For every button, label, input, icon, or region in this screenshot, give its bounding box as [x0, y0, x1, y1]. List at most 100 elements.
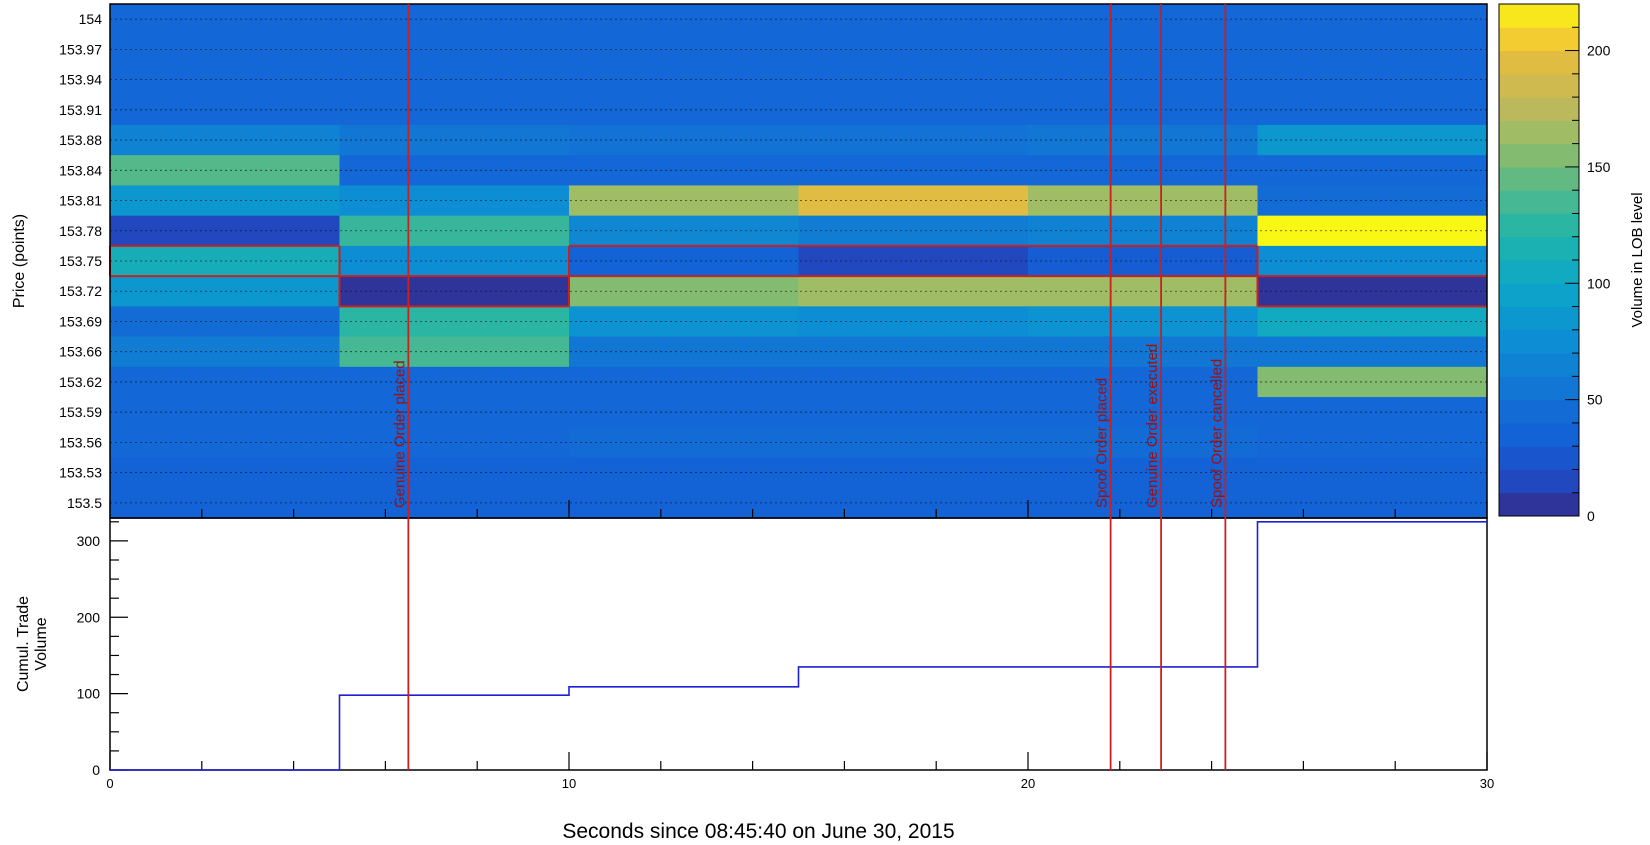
volume-tick-label: 200	[77, 609, 101, 625]
colorbar-tick-label: 50	[1587, 392, 1603, 408]
colorbar-band	[1499, 446, 1579, 470]
heatmap-cell	[1028, 245, 1258, 277]
heatmap-cell	[1028, 185, 1258, 217]
cumulative-volume-line	[110, 521, 1487, 771]
price-tick-label: 153.5	[67, 495, 102, 511]
heatmap-cell	[798, 245, 1029, 277]
colorbar-tick-label: 100	[1587, 275, 1611, 291]
heatmap-cell	[798, 4, 1029, 35]
heatmap-cell	[569, 34, 799, 65]
colorbar-band	[1499, 27, 1579, 52]
colorbar-band	[1499, 97, 1579, 121]
price-tick-label: 153.66	[59, 344, 102, 360]
colorbar-band	[1499, 492, 1579, 517]
heatmap-cell	[798, 185, 1029, 217]
colorbar-tick-label: 0	[1587, 508, 1595, 524]
cumulative-volume-plot	[110, 521, 1487, 771]
heatmap-cell	[569, 276, 799, 307]
price-tick-label: 153.84	[59, 162, 102, 178]
price-tick-label: 153.81	[59, 193, 102, 209]
time-tick-label: 20	[1021, 776, 1035, 791]
annotation-label: Genuine Order placed	[391, 360, 408, 508]
heatmap-cell	[569, 185, 799, 217]
price-tick-label: 153.62	[59, 374, 102, 390]
y-axis-label-price: Price (points)	[11, 214, 28, 308]
price-tick-label: 153.78	[59, 223, 102, 239]
time-tick-label: 0	[106, 776, 113, 791]
heatmap-cell	[798, 215, 1029, 247]
price-tick-label: 153.53	[59, 465, 102, 481]
heatmap-cell	[569, 215, 799, 247]
colorbar-band	[1499, 353, 1579, 377]
price-tick-label: 153.72	[59, 283, 102, 299]
colorbar-band	[1499, 50, 1579, 75]
colorbar-tick-label: 200	[1587, 43, 1611, 59]
heatmap-cell	[798, 64, 1029, 96]
heatmap-cell	[798, 94, 1029, 126]
heatmap-cell	[1028, 94, 1258, 126]
colorbar-band	[1499, 376, 1579, 401]
heatmap-cell	[569, 427, 799, 459]
colorbar-band	[1499, 283, 1579, 308]
heatmap-cell	[569, 366, 799, 398]
best-level-outline	[109, 244, 1487, 308]
heatmap-cell	[798, 34, 1029, 65]
colorbar-band	[1499, 213, 1579, 238]
event-annotations: Genuine Order placed Spoof Order placed Ge…	[391, 4, 1227, 770]
heatmap-cell	[569, 457, 799, 489]
heatmap-cell	[569, 94, 799, 126]
heatmap-cell	[569, 124, 799, 156]
plot-frames	[109, 3, 1488, 771]
time-tick-label: 10	[562, 776, 576, 791]
volume-plot-frame	[109, 517, 1488, 771]
heatmap-cell	[798, 124, 1029, 156]
colorbar-band	[1499, 143, 1579, 168]
colorbar-band	[1499, 329, 1579, 354]
heatmap-cell	[1028, 124, 1258, 156]
heatmap-cell	[569, 397, 799, 428]
axis-labels: 154 153.97 153.94 153.91 153.88 153.84 153.81 1…	[11, 11, 1494, 843]
price-tick-label: 153.97	[59, 41, 102, 57]
colorbar-band	[1499, 120, 1579, 145]
colorbar-band	[1499, 399, 1579, 424]
colorbar-band	[1499, 190, 1579, 214]
price-tick-label: 153.75	[59, 253, 102, 269]
heatmap-cell	[798, 276, 1029, 307]
heatmap-cell	[798, 155, 1029, 186]
heatmap-cell	[1028, 215, 1258, 247]
heatmap-cell	[569, 306, 799, 338]
heatmap-cell	[569, 245, 799, 277]
heatmap-cell	[569, 336, 799, 368]
colorbar-band	[1499, 260, 1579, 284]
heatmap-cell	[569, 487, 799, 519]
heatmap-cell	[798, 397, 1029, 428]
colorbar-band	[1499, 306, 1579, 331]
heatmap-cell	[569, 4, 799, 35]
price-tick-label: 153.94	[59, 72, 102, 88]
heatmap-cell	[798, 306, 1029, 338]
heatmap-cell	[569, 64, 799, 96]
heatmap-cell	[1028, 64, 1258, 96]
heatmap-cell	[798, 427, 1029, 459]
y-axis-label-volume-line2: Volume	[33, 617, 50, 670]
time-tick-label: 30	[1480, 776, 1494, 791]
price-tick-label: 153.91	[59, 102, 102, 118]
heatmap-cell	[1028, 4, 1258, 35]
heatmap-cell	[798, 457, 1029, 489]
volume-tick-label: 100	[77, 686, 101, 702]
heatmap-cell	[798, 487, 1029, 519]
y-axis-label-volume-line1: Cumul. Trade	[15, 596, 32, 692]
axis-ticks	[109, 500, 1488, 771]
heatmap-cell	[1028, 155, 1258, 186]
heatmap-cell	[798, 366, 1029, 398]
price-tick-label: 153.69	[59, 313, 102, 329]
volume-tick-label: 300	[77, 533, 101, 549]
colorbar-band	[1499, 166, 1579, 191]
annotation-label: Spoof Order cancelled	[1208, 359, 1225, 508]
colorbar: 0 50 100 150 200 Volume in LOB level	[1498, 3, 1646, 524]
heatmap-cell	[1028, 306, 1258, 338]
price-tick-label: 153.88	[59, 132, 102, 148]
heatmap-cell	[1028, 34, 1258, 65]
annotation-label: Spoof Order placed	[1094, 378, 1111, 508]
